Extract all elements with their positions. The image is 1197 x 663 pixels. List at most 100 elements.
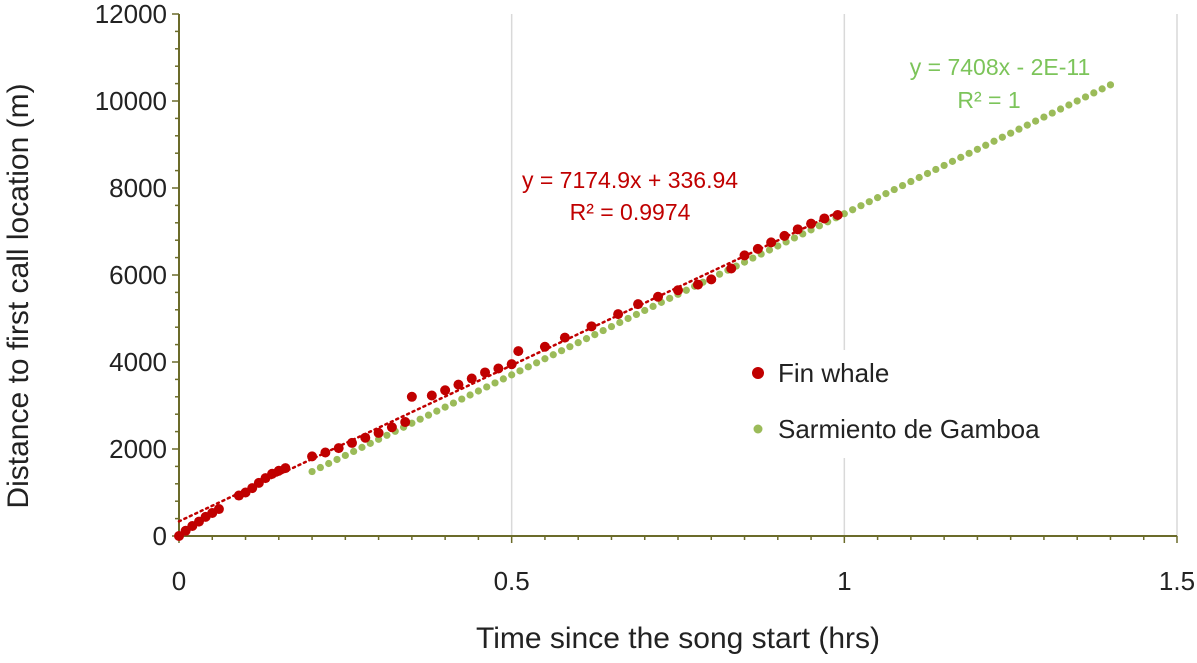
fin-whale-point	[406, 391, 417, 402]
ship-point	[874, 194, 882, 202]
ship-point	[990, 137, 998, 145]
ship-point	[333, 455, 341, 464]
y-tick-label: 6000	[109, 260, 167, 290]
ship-point	[957, 153, 965, 161]
ship-point	[624, 314, 632, 323]
x-tick-label: 0	[172, 566, 186, 596]
ship-point	[599, 326, 607, 335]
ship-point	[740, 258, 749, 266]
legend-label-sarmiento: Sarmiento de Gamboa	[778, 414, 1040, 444]
ship-point	[574, 339, 582, 347]
tick-labels: 0 2000 4000 6000 8000 10000 12000 0 0.5 1 1.5	[95, 0, 1195, 596]
ship-point	[591, 330, 599, 339]
fin-whale-point	[513, 346, 524, 357]
fin-whale-r2: R² = 0.9974	[570, 199, 691, 225]
ship-point	[815, 222, 823, 230]
ship-point	[790, 234, 799, 242]
fin-whale-point	[819, 213, 830, 224]
y-tick-label: 10000	[95, 86, 167, 116]
ship-point	[1023, 121, 1031, 129]
legend: Fin whale Sarmiento de Gamboa	[728, 350, 1088, 458]
fin-whale-point	[453, 379, 464, 390]
ship-point	[932, 165, 940, 174]
ship-point	[973, 145, 982, 153]
ship-point	[923, 169, 932, 178]
fin-whale-point	[333, 443, 344, 454]
fin-whale-point	[633, 299, 644, 310]
ship-point	[915, 173, 923, 182]
ship-point	[749, 254, 757, 262]
ship-point	[1106, 81, 1115, 89]
fin-whale-point	[386, 422, 397, 433]
fin-whale-point	[806, 218, 817, 229]
fin-whale-point	[213, 504, 224, 515]
ship-point	[383, 431, 391, 439]
fin-whale-point	[539, 341, 550, 352]
ship-point	[541, 355, 549, 363]
fin-whale-point	[653, 291, 664, 302]
ship-point	[1098, 85, 1106, 93]
ship-point	[1040, 113, 1048, 121]
ship-point	[1056, 105, 1065, 113]
fin-whale-point	[792, 224, 803, 235]
legend-box	[728, 350, 1088, 458]
fin-whale-point	[307, 451, 318, 462]
x-axis-title: Time since the song start (hrs)	[476, 622, 880, 655]
ship-point	[341, 451, 349, 460]
fin-whale-point	[726, 263, 737, 274]
ship-point	[774, 242, 782, 250]
fin-whale-point	[613, 309, 624, 320]
fin-whale-point	[506, 359, 517, 370]
ship-point	[1015, 125, 1023, 133]
y-tick-label: 0	[153, 521, 167, 551]
ship-point	[982, 141, 990, 149]
ship-point	[416, 415, 424, 423]
y-tick-label: 8000	[109, 173, 167, 203]
fin-whale-point	[739, 250, 750, 261]
ship-point	[449, 399, 458, 407]
trendline-equations: y = 7174.9x + 336.94 R² = 0.9974 y = 7408x…	[522, 54, 1090, 225]
ship-point	[649, 302, 657, 310]
ship-point	[1048, 109, 1056, 117]
legend-label-fin-whale: Fin whale	[778, 358, 889, 388]
ship-point	[907, 177, 915, 186]
sarmiento-r2: R² = 1	[957, 87, 1020, 113]
fin-whale-point	[706, 274, 717, 285]
ship-point	[491, 379, 499, 387]
fin-whale-point	[320, 447, 331, 458]
ship-point	[890, 185, 898, 194]
ship-point	[499, 375, 507, 383]
ship-point	[508, 371, 516, 379]
fin-whale-point	[480, 367, 491, 378]
ship-point	[441, 403, 449, 411]
fin-whale-point	[779, 230, 790, 241]
ship-point	[857, 202, 865, 210]
y-tick-label: 2000	[109, 434, 167, 464]
legend-marker-fin-whale	[752, 367, 764, 379]
ship-point	[940, 161, 948, 170]
fin-whale-point	[346, 437, 357, 448]
ship-point	[965, 149, 973, 157]
y-tick-label: 4000	[109, 347, 167, 377]
fin-whale-point	[440, 385, 451, 396]
legend-marker-sarmiento	[753, 424, 763, 434]
fin-whale-point	[673, 285, 683, 296]
ship-point	[533, 359, 541, 367]
axes	[172, 13, 1178, 543]
ship-point	[350, 447, 358, 456]
ship-point	[524, 363, 532, 371]
ship-point	[1073, 97, 1081, 105]
fin-whale-point	[752, 243, 763, 254]
ship-point	[582, 335, 591, 343]
ship-point	[1032, 117, 1040, 125]
fin-whale-point	[559, 332, 570, 343]
fin-whale-point	[360, 432, 371, 443]
fin-whale-point	[466, 373, 477, 384]
ship-point	[1007, 129, 1015, 137]
fin-whale-point	[493, 363, 504, 374]
ship-point	[516, 367, 524, 375]
ship-point	[1090, 89, 1098, 97]
x-tick-label: 1.5	[1159, 566, 1195, 596]
fin-whale-point	[832, 209, 843, 220]
